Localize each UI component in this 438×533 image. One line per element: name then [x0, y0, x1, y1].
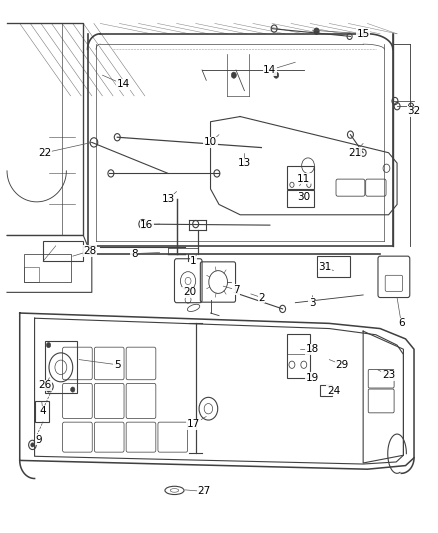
Text: 16: 16 — [140, 220, 154, 230]
Text: 2: 2 — [258, 293, 265, 303]
Text: 24: 24 — [327, 385, 340, 395]
Circle shape — [290, 182, 294, 188]
Circle shape — [31, 443, 34, 447]
Text: 5: 5 — [114, 360, 120, 370]
Text: 28: 28 — [83, 246, 96, 256]
Text: 13: 13 — [238, 158, 251, 168]
Circle shape — [46, 343, 51, 348]
Text: 9: 9 — [35, 435, 42, 445]
Text: 6: 6 — [398, 318, 405, 328]
Text: 21: 21 — [348, 148, 361, 158]
Text: 22: 22 — [39, 148, 52, 158]
Circle shape — [314, 28, 319, 34]
Text: 1: 1 — [190, 256, 197, 266]
Text: 19: 19 — [306, 373, 319, 383]
Text: 10: 10 — [204, 138, 217, 148]
Text: 3: 3 — [309, 298, 316, 308]
Text: 8: 8 — [131, 248, 138, 259]
Text: 20: 20 — [183, 287, 196, 297]
Circle shape — [231, 72, 237, 78]
Text: 4: 4 — [40, 406, 46, 416]
Text: 27: 27 — [198, 487, 211, 496]
Circle shape — [71, 387, 75, 392]
Circle shape — [274, 72, 279, 78]
Text: 14: 14 — [117, 79, 130, 90]
Text: 7: 7 — [233, 285, 239, 295]
Text: 13: 13 — [162, 194, 175, 204]
Text: 30: 30 — [297, 192, 311, 201]
Text: 15: 15 — [357, 29, 370, 39]
Circle shape — [46, 387, 51, 392]
Text: 11: 11 — [297, 174, 311, 183]
Text: 18: 18 — [306, 344, 319, 354]
Circle shape — [307, 182, 311, 188]
Text: 23: 23 — [382, 370, 395, 380]
Text: 17: 17 — [187, 419, 200, 429]
Text: 31: 31 — [318, 262, 332, 271]
Text: 26: 26 — [39, 381, 52, 391]
Text: 32: 32 — [407, 107, 420, 116]
Text: 29: 29 — [336, 360, 349, 370]
Text: 14: 14 — [263, 65, 276, 75]
